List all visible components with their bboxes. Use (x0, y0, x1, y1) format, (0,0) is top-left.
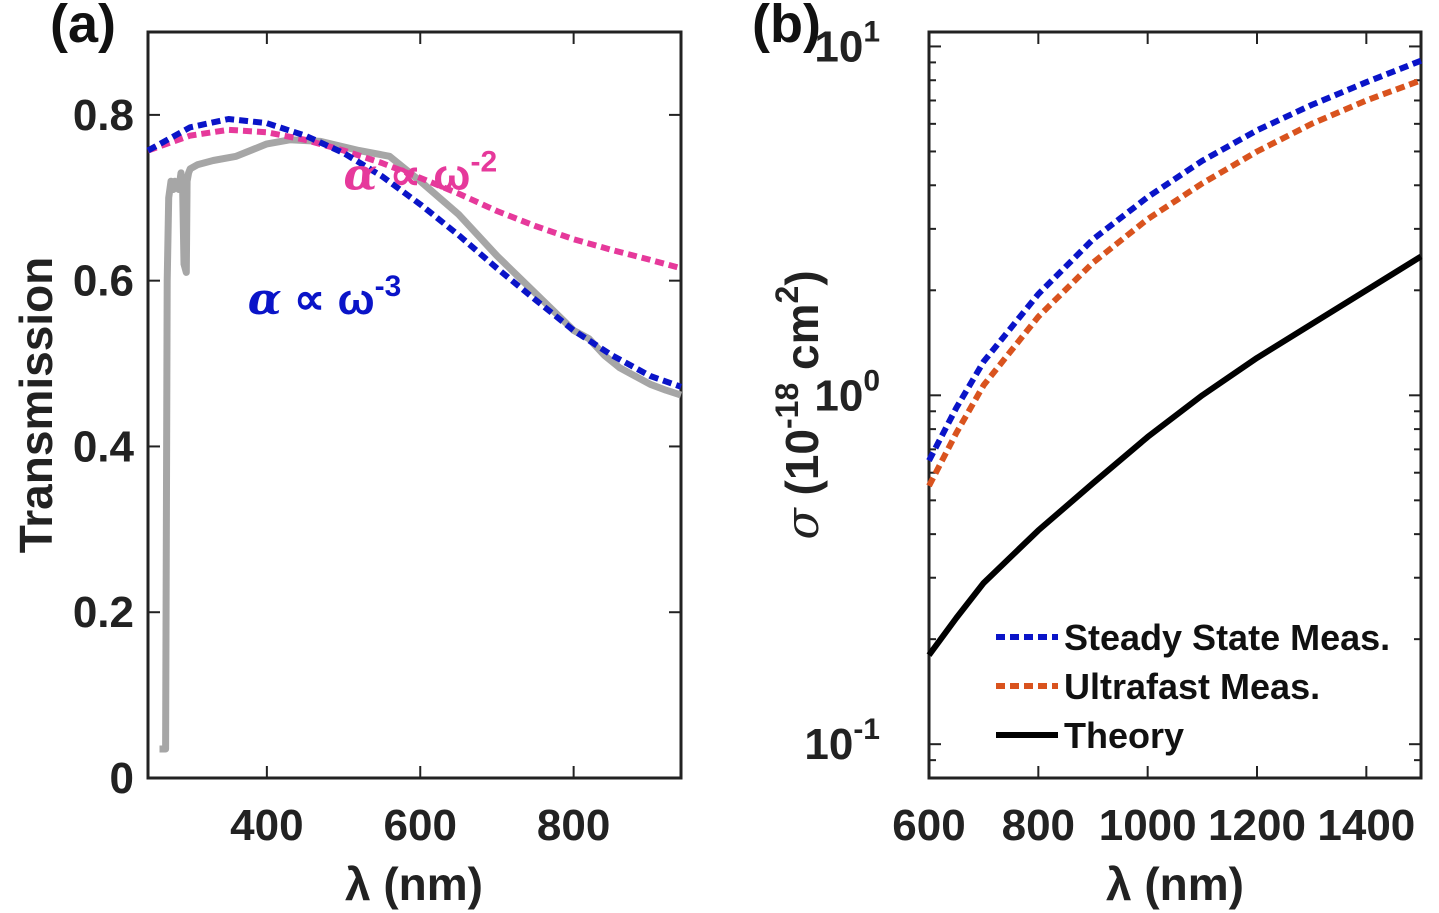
panel-a-y-tick-label: 0.6 (73, 257, 134, 306)
legend-label-2: Theory (1064, 715, 1184, 756)
panel-b-y-tick-label: 100 (814, 364, 880, 420)
panel-b-ticks: 600 800 1000 1200 1400 10-1 100 101 (804, 15, 1421, 850)
panel-a-series-1-line (147, 126, 682, 272)
panel-a-series-0-line (159, 136, 683, 753)
panel-b-series-2-line (926, 253, 1423, 657)
panel-a-ticks: 400 600 800 0 0.2 0.4 0.6 0.8 (73, 32, 681, 850)
panel-b-axes-frame (927, 30, 1423, 780)
panel-a-x-tick-label: 600 (384, 801, 457, 850)
panel-a-annotation-1: α ∝ ω-3 (248, 270, 402, 325)
panel-b-series (926, 57, 1423, 657)
panel-a-series-2-line (146, 116, 682, 390)
panel-a-x-tick-label: 800 (537, 801, 610, 850)
legend-label-1: Ultrafast Meas. (1064, 666, 1320, 707)
panel-b-y-axis-label: σ (10-18 cm2) (769, 270, 829, 539)
panel-a-annotations: α ∝ ω-2 α ∝ ω-3 (248, 145, 497, 324)
panel-b-legend: Steady State Meas. Ultrafast Meas. Theory (996, 617, 1390, 756)
panel-b-x-tick-label: 600 (892, 801, 965, 850)
panel-b-y-tick-label: 101 (814, 15, 880, 71)
panel-b-x-tick-label: 1200 (1208, 801, 1306, 850)
panel-b-x-tick-label: 800 (1002, 801, 1075, 850)
panel-b-series-0-line (926, 57, 1423, 462)
panel-b-x-tick-label: 1000 (1099, 801, 1197, 850)
legend-label-0: Steady State Meas. (1064, 617, 1390, 658)
panel-a-series (146, 116, 683, 753)
panel-a-y-tick-label: 0 (110, 754, 134, 803)
panel-a-y-axis-label: Transmission (10, 257, 62, 554)
panel-b-series-1-line (926, 77, 1423, 488)
panel-b-x-tick-label: 1400 (1317, 801, 1415, 850)
panel-b: (b) 600 800 1000 1200 1400 10-1 100 101 Steady … (752, 0, 1423, 910)
panel-a-y-tick-label: 0.2 (73, 588, 134, 637)
panel-b-label: (b) (752, 0, 821, 54)
panel-a-y-tick-label: 0.8 (73, 91, 134, 140)
panel-a-x-axis-label: λ (nm) (345, 858, 483, 910)
panel-a-y-tick-label: 0.4 (73, 422, 135, 471)
panel-b-y-tick-label: 10-1 (804, 713, 880, 769)
panel-b-x-axis-label: λ (nm) (1106, 858, 1244, 910)
panel-a-annotation-0: α ∝ ω-2 (344, 145, 498, 200)
panel-a-x-tick-label: 400 (230, 801, 303, 850)
panel-a-axes-frame (146, 30, 683, 780)
panel-a-label: (a) (50, 0, 116, 54)
